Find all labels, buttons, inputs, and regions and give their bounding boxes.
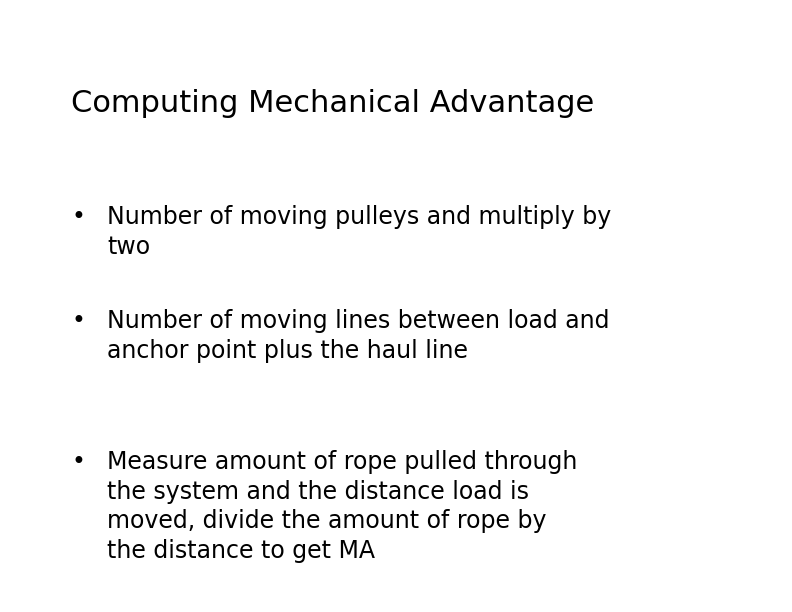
Text: Computing Mechanical Advantage: Computing Mechanical Advantage bbox=[71, 89, 595, 118]
Text: Number of moving pulleys and multiply by
two: Number of moving pulleys and multiply by… bbox=[107, 205, 611, 259]
Text: •: • bbox=[71, 309, 86, 333]
Text: •: • bbox=[71, 205, 86, 229]
Text: Number of moving lines between load and
anchor point plus the haul line: Number of moving lines between load and … bbox=[107, 309, 609, 363]
Text: •: • bbox=[71, 450, 86, 474]
Text: Measure amount of rope pulled through
the system and the distance load is
moved,: Measure amount of rope pulled through th… bbox=[107, 450, 577, 563]
